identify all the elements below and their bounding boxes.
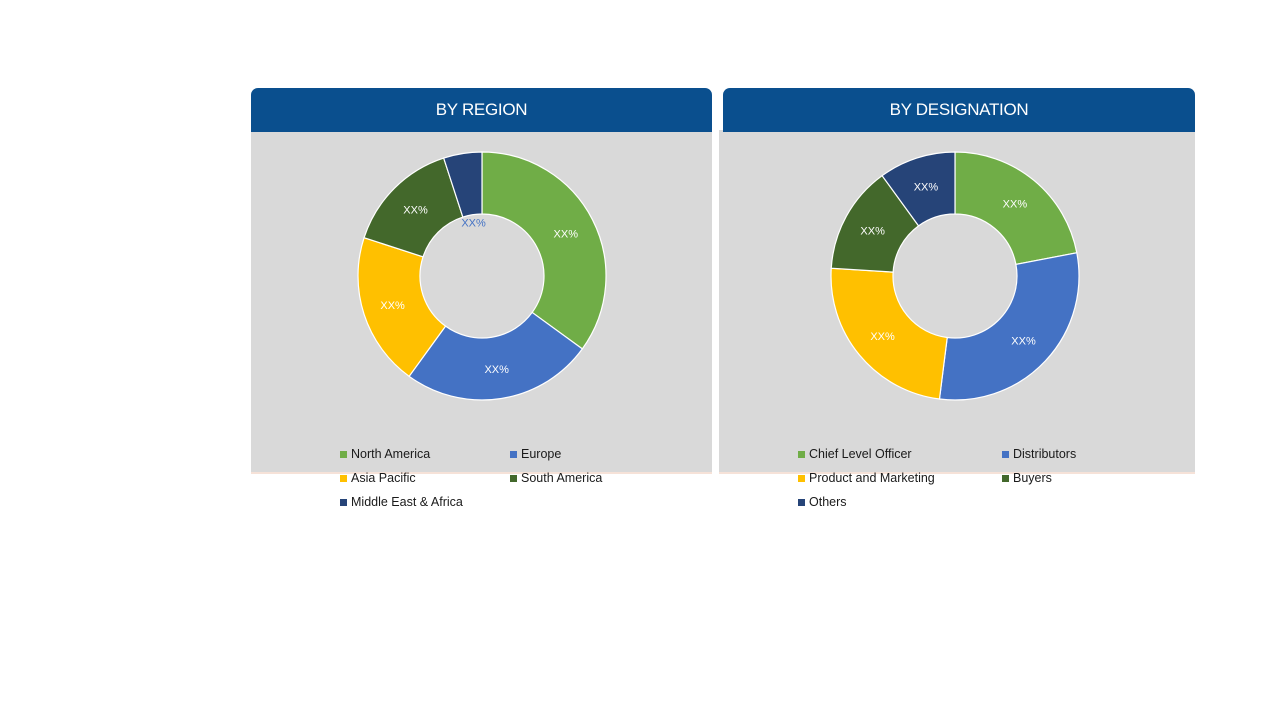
legend-swatch [510,450,517,458]
legend-label: Buyers [1013,471,1052,485]
legend-item-middle-east-africa: Middle East & Africa [340,494,510,510]
legend-item-others: Others [798,494,1002,510]
data-label-north-america: XX% [554,228,579,240]
designation-donut-chart: XX% XX% XX% XX% XX% [830,151,1080,401]
legend-label: North America [351,447,431,461]
legend-swatch [1002,474,1009,482]
legend-label: Chief Level Officer [809,447,912,461]
designation-chart-area: XX% XX% XX% XX% XX% Chief Level Officer Distr… [719,130,1195,509]
donut-slice-middle-east-africa [442,151,483,218]
legend-item-chief-level-officer: Chief Level Officer [798,446,1002,462]
donut-slice-others [881,151,956,227]
legend-item-south-america: South America [510,470,620,486]
donut-slice-north-america [481,151,607,350]
designation-panel: BY DESIGNATION XX% XX% XX% XX% XX% Chief Lev… [719,88,1195,509]
legend-item-asia-pacific: Asia Pacific [340,470,510,486]
designation-legend: Chief Level Officer Distributors Product a… [798,446,1102,510]
region-panel: BY REGION XX% XX% XX% XX% XX% North America E… [251,88,712,509]
region-donut-chart: XX% XX% XX% XX% XX% [357,151,607,401]
data-label-middle-east-africa: XX% [461,218,486,230]
legend-swatch [340,450,347,458]
legend-item-distributors: Distributors [1002,446,1102,462]
region-panel-title: BY REGION [251,88,712,132]
region-chart-area: XX% XX% XX% XX% XX% North America Europe Asia … [251,132,712,509]
legend-item-buyers: Buyers [1002,470,1102,486]
region-legend: North America Europe Asia Pacific South Ame… [340,446,620,510]
legend-swatch [798,498,805,506]
legend-label: South America [521,471,603,485]
data-label-south-america: XX% [403,205,428,217]
data-label-others: XX% [914,182,939,194]
legend-label: Distributors [1013,447,1077,461]
data-label-chief-level-officer: XX% [1003,199,1028,211]
legend-item-product-and-marketing: Product and Marketing [798,470,1002,486]
donut-slice-chief-level-officer [954,151,1078,266]
donut-slice-europe [408,311,584,401]
data-label-product-and-marketing: XX% [870,331,895,343]
legend-swatch [798,474,805,482]
legend-swatch [510,474,517,482]
donut-slice-distributors [938,252,1080,401]
data-label-asia-pacific: XX% [380,300,405,312]
legend-swatch [1002,450,1009,458]
legend-swatch [798,450,805,458]
designation-panel-title: BY DESIGNATION [723,88,1195,132]
legend-label: Others [809,495,847,509]
legend-label: Europe [521,447,562,461]
legend-label: Product and Marketing [809,471,935,485]
legend-item-europe: Europe [510,446,620,462]
legend-swatch [340,474,347,482]
donut-slice-product-and-marketing [830,267,948,400]
data-label-buyers: XX% [860,226,885,238]
donut-slice-asia-pacific [357,236,447,378]
data-label-europe: XX% [484,364,509,376]
legend-item-north-america: North America [340,446,510,462]
legend-label: Asia Pacific [351,471,416,485]
legend-swatch [340,498,347,506]
data-label-distributors: XX% [1011,335,1036,347]
legend-label: Middle East & Africa [351,495,463,509]
